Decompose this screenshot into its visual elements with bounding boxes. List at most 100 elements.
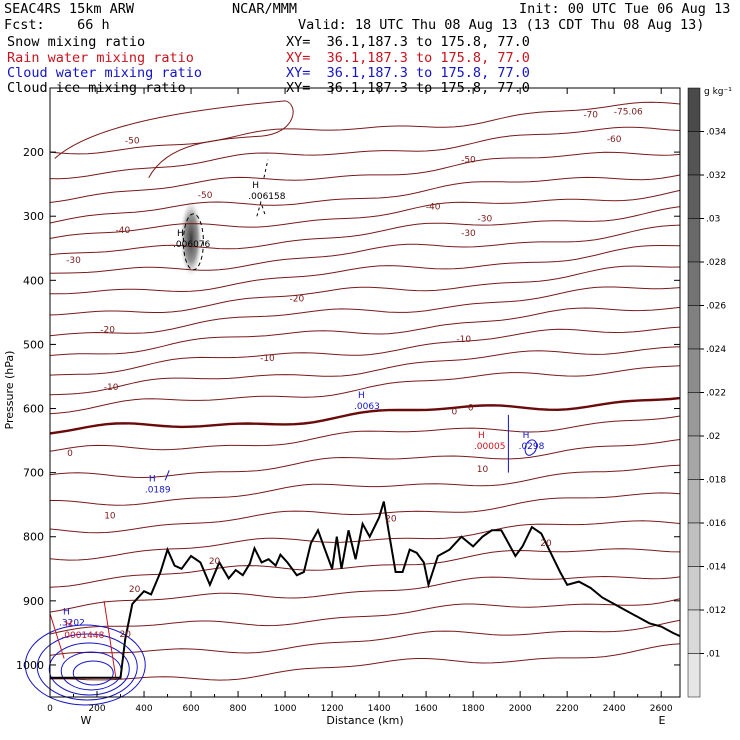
isotherm-label: -30 xyxy=(478,214,493,224)
east-label: E xyxy=(659,714,666,727)
colorbar-swatch xyxy=(687,479,701,524)
cloud-water-contour xyxy=(507,414,538,473)
colorbar-swatch xyxy=(687,131,701,176)
x-tick-label: 2000 xyxy=(509,704,532,714)
isotherm-label: -30 xyxy=(461,229,476,239)
isotherm xyxy=(49,619,681,656)
colorbar-swatch xyxy=(687,653,701,698)
colorbar-swatch xyxy=(687,174,701,219)
field-name-snow: Snow mixing ratio xyxy=(7,34,146,50)
maximum-value-label: .00005 xyxy=(474,442,506,452)
isotherm xyxy=(49,598,681,635)
y-tick-label: 1000 xyxy=(16,659,44,672)
y-axis-label: Pressure (hPa) xyxy=(3,351,16,430)
colorbar-label: .016 xyxy=(706,519,726,529)
isotherm-label: -50 xyxy=(125,136,140,146)
colorbar-swatch xyxy=(687,348,701,393)
isotherm xyxy=(49,224,681,274)
colorbar-label: .028 xyxy=(706,258,726,268)
terrain-line xyxy=(50,501,681,679)
colorbar-label: .018 xyxy=(706,476,726,486)
isotherm-label: -10 xyxy=(104,383,119,393)
isotherm-label: -50 xyxy=(461,156,476,166)
colorbar-label: .014 xyxy=(706,563,726,573)
plot-frame xyxy=(49,87,681,698)
colorbar: .034 .032 .03 .028 .026 .024 .022 .02 .018 .016 .0… xyxy=(687,87,726,698)
y-tick-label: 600 xyxy=(23,403,44,416)
x-tick-label: 1000 xyxy=(274,704,297,714)
cloud-water-contour xyxy=(36,633,138,701)
isotherm-label: -10 xyxy=(260,354,275,364)
maximum-marker: H xyxy=(478,431,485,441)
colorbar-swatch xyxy=(687,218,701,263)
isotherm xyxy=(49,439,681,479)
x-tick-label: 800 xyxy=(229,704,246,714)
colorbar-label: .01 xyxy=(706,650,720,660)
field-xy-cloud-water: XY= 36.1,187.3 to 175.8, 77.0 xyxy=(286,65,530,81)
cloud-water-contour xyxy=(72,660,114,686)
isotherm-label: 0 xyxy=(451,407,457,417)
colorbar-label: .022 xyxy=(706,389,726,399)
isotherm xyxy=(49,520,681,561)
colorbar-label: .034 xyxy=(706,128,726,138)
colorbar-swatch xyxy=(687,392,701,437)
isotherm xyxy=(49,306,681,356)
isotherm-label: -60 xyxy=(607,135,622,145)
isotherm-label: 20 xyxy=(119,630,131,640)
isotherm xyxy=(49,492,681,534)
isotherm-label: 0 xyxy=(67,449,73,459)
isotherm xyxy=(49,101,681,155)
isotherm-label: 10 xyxy=(477,465,489,475)
isotherm-loop xyxy=(54,100,294,178)
field-xy-snow: XY= 36.1,187.3 to 175.8, 77.0 xyxy=(286,34,530,50)
colorbar-swatch xyxy=(687,87,701,132)
west-label: W xyxy=(81,714,92,727)
isotherm-label: 10 xyxy=(104,511,116,521)
maximum-marker: H xyxy=(63,607,70,617)
x-tick-label: 1800 xyxy=(462,704,485,714)
maximum-value-label: .006076 xyxy=(173,240,210,250)
isotherm xyxy=(49,346,681,396)
isotherm-label: -75.06 xyxy=(614,107,643,117)
isotherm-label: -20 xyxy=(100,325,115,335)
isotherm-label: -30 xyxy=(66,256,81,266)
isotherm xyxy=(49,575,681,613)
x-tick-label: 400 xyxy=(135,704,152,714)
maximum-marker: H xyxy=(65,620,72,630)
isotherm-label: 20 xyxy=(129,585,141,595)
x-axis-label: Distance (km) xyxy=(326,714,403,727)
colorbar-label: .024 xyxy=(706,345,726,355)
colorbar-label: .032 xyxy=(706,171,726,181)
x-tick-label: 1400 xyxy=(368,704,391,714)
maximum-value-label: .0189 xyxy=(145,486,171,496)
init-time: Init: 00 UTC Tue 06 Aug 13 xyxy=(519,1,731,17)
isotherm xyxy=(49,126,681,180)
isotherm-label: -50 xyxy=(198,191,213,201)
colorbar-label: .03 xyxy=(706,215,720,225)
isotherm xyxy=(50,244,681,295)
cloud-water-contour xyxy=(48,642,130,696)
snow-mixing-blob xyxy=(180,200,203,277)
x-tick-label: 0 xyxy=(47,704,53,714)
y-tick-label: 800 xyxy=(23,531,44,544)
isotherm xyxy=(49,415,681,452)
isotherm xyxy=(49,365,681,415)
maximum-marker: H xyxy=(149,475,156,485)
forecast-hour: Fcst: 66 h xyxy=(4,17,110,33)
isotherm-label: -10 xyxy=(456,335,471,345)
field-xy-rain: XY= 36.1,187.3 to 175.8, 77.0 xyxy=(286,50,530,66)
isotherm-label: 20 xyxy=(540,539,552,549)
maximum-value-label: .3202 xyxy=(59,618,85,628)
model-title: SEAC4RS 15km ARW xyxy=(4,1,135,17)
isotherm xyxy=(49,643,681,681)
x-tick-label: 2200 xyxy=(556,704,579,714)
isotherm xyxy=(49,265,681,316)
field-name-rain: Rain water mixing ratio xyxy=(7,50,194,66)
isotherm xyxy=(49,174,681,224)
plot-area: -70 -75.06-50 -60-50-50-40-40 -30-30-20-20-… xyxy=(16,87,681,714)
isotherm-label: 0 xyxy=(468,404,474,414)
isotherm xyxy=(49,189,681,239)
y-tick-label: 300 xyxy=(23,210,44,223)
y-tick-label: 500 xyxy=(23,338,44,351)
x-tick-label: 600 xyxy=(182,704,199,714)
